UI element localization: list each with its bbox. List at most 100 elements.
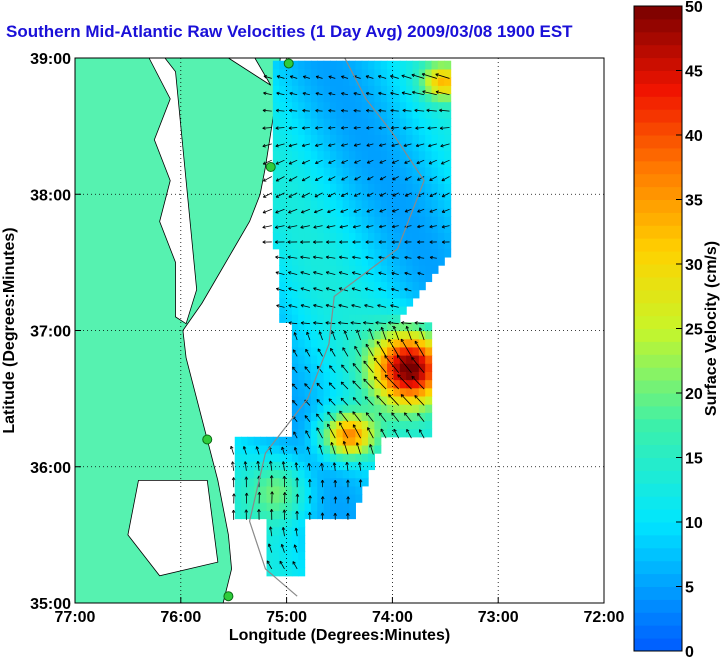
- velocity-arrowhead: [288, 194, 291, 198]
- velocity-arrow: [302, 159, 311, 165]
- velocity-arrow: [300, 225, 310, 228]
- velocity-cell: [310, 191, 318, 201]
- velocity-cell: [285, 248, 293, 258]
- velocity-arrowhead: [288, 210, 291, 213]
- velocity-arrowhead: [289, 110, 293, 113]
- velocity-cell: [425, 346, 433, 356]
- y-tick-label: 37:00: [30, 324, 71, 341]
- velocity-cell: [437, 93, 445, 103]
- velocity-cell: [374, 216, 382, 225]
- velocity-arrowhead: [419, 327, 423, 331]
- velocity-arrowhead: [334, 479, 338, 483]
- velocity-cell: [393, 412, 401, 422]
- velocity-cell: [368, 273, 376, 283]
- velocity-cell: [329, 93, 337, 103]
- velocity-arrowhead: [282, 461, 286, 465]
- velocity-cell: [380, 371, 388, 381]
- velocity-cell: [323, 371, 331, 381]
- velocity-cell: [323, 207, 331, 217]
- velocity-arrowhead: [328, 382, 331, 386]
- velocity-cell: [387, 216, 395, 225]
- velocity-cell: [374, 420, 382, 430]
- velocity-arrow: [429, 192, 438, 197]
- velocity-arrow: [376, 395, 387, 406]
- velocity-cell: [291, 60, 299, 70]
- velocity-cell: [298, 428, 306, 438]
- velocity-arrow: [266, 560, 273, 570]
- velocity-cell: [329, 355, 337, 364]
- velocity-cell: [355, 469, 363, 479]
- velocity-cell: [393, 346, 401, 356]
- velocity-cell: [444, 224, 452, 233]
- velocity-arrow: [384, 374, 400, 390]
- velocity-cell: [272, 559, 280, 569]
- velocity-arrowhead: [301, 126, 305, 129]
- velocity-cell: [387, 60, 395, 70]
- velocity-arrowhead: [342, 441, 345, 445]
- velocity-cell: [412, 199, 420, 209]
- velocity-cell: [412, 207, 420, 217]
- velocity-cell: [317, 256, 325, 266]
- velocity-arrowhead: [411, 376, 414, 380]
- velocity-arrow: [316, 365, 323, 373]
- velocity-cell: [298, 183, 306, 193]
- velocity-arrow: [268, 543, 273, 553]
- velocity-cell: [329, 338, 337, 348]
- velocity-arrowhead: [375, 322, 379, 325]
- velocity-arrowhead: [352, 255, 356, 258]
- velocity-cell: [418, 240, 426, 250]
- velocity-arrowhead: [365, 92, 369, 96]
- velocity-cell: [431, 224, 439, 233]
- velocity-cell: [361, 150, 369, 160]
- velocity-arrowhead: [414, 321, 418, 324]
- velocity-cell: [323, 412, 331, 422]
- velocity-cell: [425, 199, 433, 209]
- velocity-arrow: [393, 429, 400, 439]
- velocity-arrowhead: [363, 322, 366, 325]
- velocity-arrow: [365, 272, 374, 276]
- velocity-cell: [406, 256, 414, 266]
- velocity-arrowhead: [300, 321, 304, 324]
- velocity-arrowhead: [243, 461, 246, 465]
- velocity-cell: [399, 191, 407, 201]
- velocity-cell: [291, 256, 299, 266]
- velocity-arrowhead: [403, 126, 406, 129]
- velocity-cell: [406, 109, 414, 119]
- velocity-arrowhead: [338, 304, 342, 308]
- velocity-cell: [310, 256, 318, 266]
- velocity-cell: [355, 436, 363, 446]
- velocity-cell: [323, 502, 331, 511]
- velocity-cell: [279, 85, 287, 95]
- velocity-cell: [234, 469, 242, 479]
- velocity-cell: [342, 338, 350, 348]
- velocity-cell: [349, 305, 356, 315]
- velocity-cell: [304, 85, 312, 95]
- velocity-cell: [298, 494, 306, 503]
- velocity-arrow: [333, 462, 336, 471]
- velocity-arrow: [341, 76, 349, 79]
- velocity-arrow: [401, 75, 412, 79]
- colorbar-segment: [634, 173, 682, 188]
- velocity-cell: [291, 338, 299, 348]
- velocity-arrowhead: [352, 226, 357, 229]
- velocity-cell: [279, 477, 287, 487]
- velocity-cell: [329, 256, 337, 266]
- velocity-arrowhead: [355, 442, 358, 446]
- velocity-cell: [412, 420, 420, 430]
- velocity-cell: [399, 330, 407, 340]
- velocity-cell: [349, 444, 356, 454]
- velocity-arrowhead: [281, 527, 284, 531]
- velocity-cell: [272, 232, 280, 242]
- velocity-cell: [323, 355, 331, 364]
- velocity-arrowhead: [441, 224, 445, 228]
- velocity-arrowhead: [322, 512, 325, 516]
- colorbar-segment: [634, 96, 682, 110]
- velocity-arrowhead: [300, 225, 304, 228]
- velocity-arrowhead: [287, 255, 291, 258]
- velocity-arrowhead: [392, 226, 396, 229]
- velocity-arrowhead: [341, 108, 345, 111]
- velocity-arrow: [327, 423, 336, 439]
- velocity-cell: [342, 477, 350, 487]
- velocity-arrowhead: [300, 255, 304, 258]
- velocity-cell: [380, 289, 388, 299]
